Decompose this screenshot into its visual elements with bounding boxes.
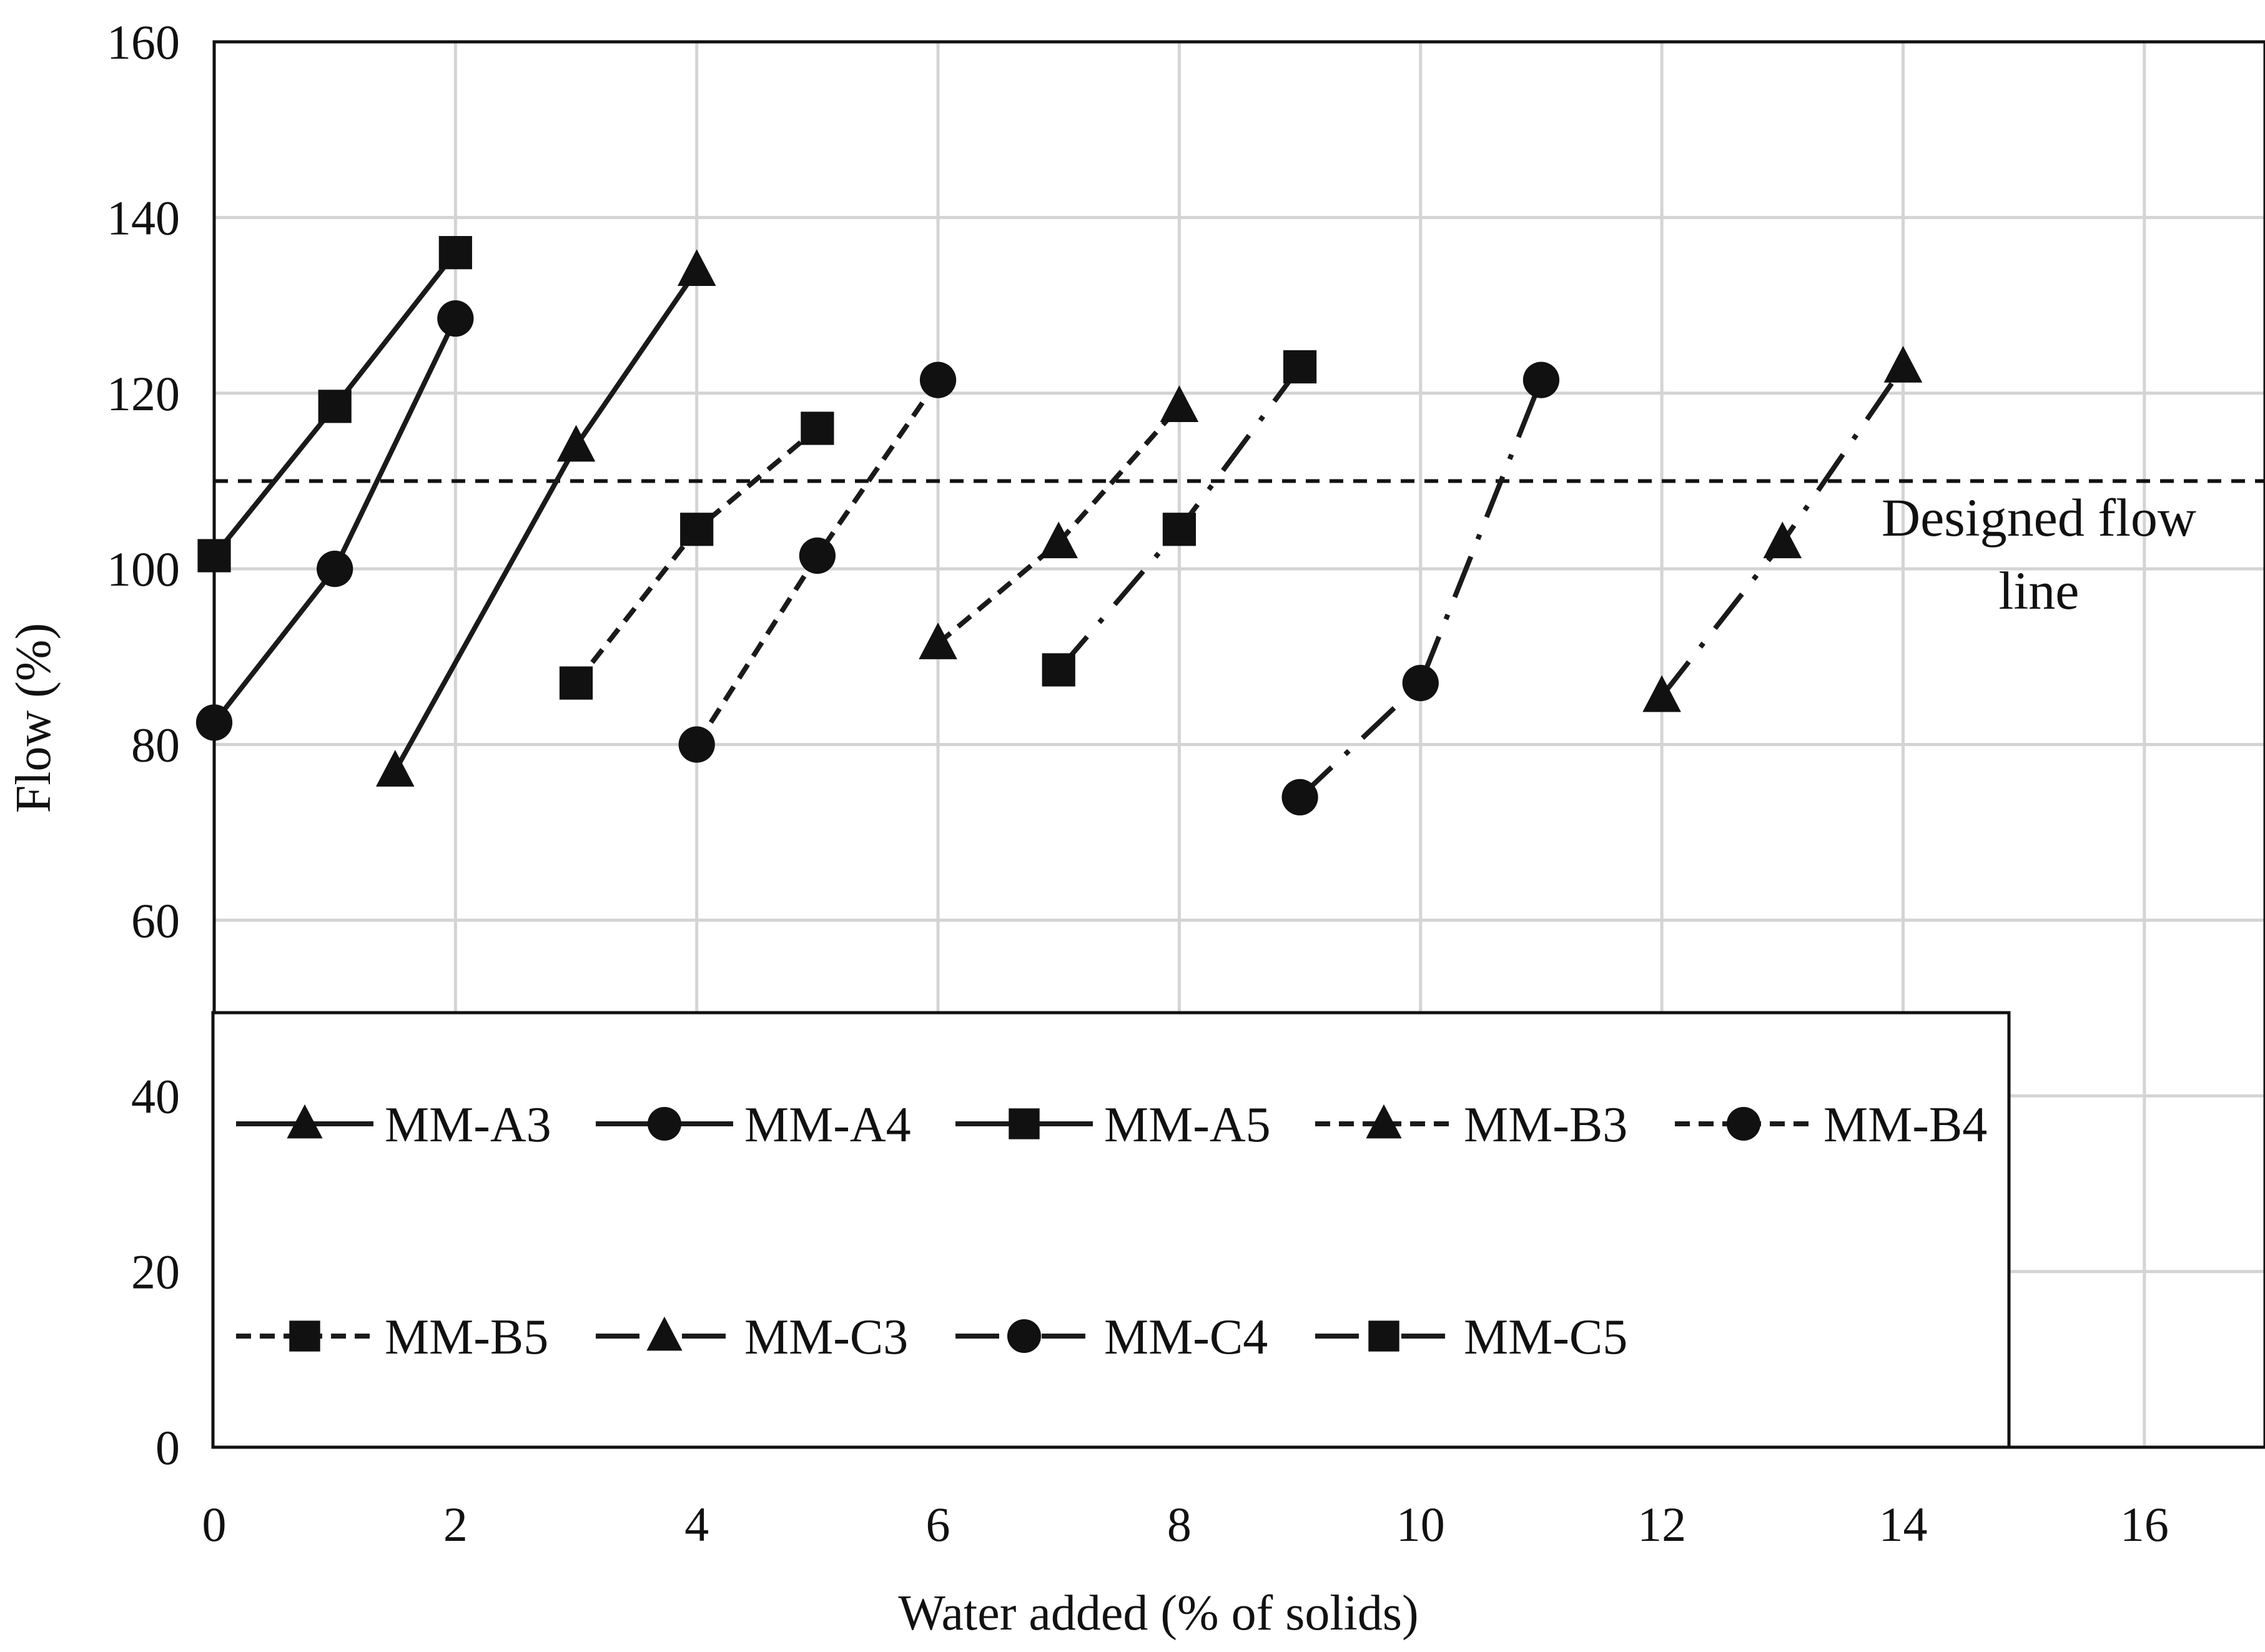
- x-tick-label: 6: [926, 1497, 950, 1551]
- x-tick-label: 0: [202, 1497, 227, 1551]
- legend-label: MM-C3: [744, 1310, 908, 1365]
- legend-item-mm-c5: MM-C5: [1315, 1310, 1627, 1365]
- y-tick-label: 40: [131, 1069, 180, 1123]
- data-point: [801, 411, 834, 445]
- data-point: [559, 666, 593, 700]
- data-point: [919, 361, 957, 398]
- series-mm-b4: [678, 361, 957, 763]
- series-line: [1298, 379, 1544, 799]
- legend-item-mm-a3: MM-A3: [236, 1098, 551, 1153]
- legend: MM-A3 MM-A4 MM-A5 MM-B3 MM-B4 MM-B5 MM-C3 MM-C4…: [211, 1011, 2011, 1449]
- legend-marker: [647, 1106, 682, 1141]
- legend-marker: [1009, 1108, 1040, 1139]
- data-point: [317, 551, 353, 588]
- data-point: [1283, 350, 1317, 384]
- data-point: [375, 750, 415, 787]
- legend-item-mm-b4: MM-B4: [1675, 1098, 1987, 1153]
- data-point: [1160, 385, 1199, 423]
- x-tick-label: 8: [1167, 1497, 1192, 1551]
- legend-marker: [287, 1104, 323, 1139]
- legend-label: MM-C5: [1464, 1310, 1627, 1365]
- designed-flow-label-line2: line: [1999, 561, 2080, 621]
- legend-item-mm-a5: MM-A5: [955, 1098, 1271, 1153]
- legend-marker: [646, 1316, 683, 1351]
- legend-label: MM-C4: [1104, 1310, 1268, 1365]
- x-tick-label: 10: [1396, 1497, 1445, 1551]
- data-point: [680, 513, 714, 546]
- y-axis-title: Flow (%): [6, 623, 61, 813]
- series-mm-c4: [1281, 361, 1560, 816]
- data-point: [677, 249, 716, 286]
- data-point: [556, 425, 596, 462]
- series-mm-c5: [1042, 350, 1317, 687]
- series-mm-b5: [559, 411, 834, 700]
- legend-label: MM-B3: [1464, 1098, 1627, 1153]
- legend-label: MM-A5: [1104, 1098, 1271, 1153]
- data-point: [1042, 653, 1075, 687]
- data-point: [318, 390, 352, 423]
- data-point: [1162, 513, 1197, 546]
- data-point: [1883, 345, 1923, 383]
- legend-item-mm-a4: MM-A4: [596, 1098, 911, 1153]
- y-tick-label: 140: [107, 190, 180, 245]
- x-tick-label: 14: [1878, 1497, 1927, 1551]
- series-mm-c3: [1642, 345, 1923, 712]
- x-tick-label: 2: [443, 1497, 468, 1551]
- series-mm-a4: [195, 300, 474, 741]
- legend-marker: [289, 1320, 320, 1352]
- series-mm-b3: [919, 385, 1199, 659]
- x-tick-label: 4: [684, 1497, 709, 1551]
- legend-marker: [1726, 1106, 1761, 1141]
- y-tick-label: 100: [107, 542, 180, 596]
- data-point: [438, 236, 472, 270]
- data-point: [1039, 521, 1078, 559]
- data-point: [1522, 361, 1560, 398]
- x-tick-label: 16: [2120, 1497, 2169, 1551]
- series-group: [195, 236, 1923, 816]
- legend-marker: [1366, 1104, 1402, 1139]
- legend-label: MM-B5: [385, 1310, 548, 1365]
- legend-item-mm-c4: MM-C4: [955, 1310, 1268, 1365]
- data-point: [1763, 521, 1802, 559]
- legend-item-mm-b3: MM-B3: [1315, 1098, 1627, 1153]
- y-tick-label: 160: [107, 15, 180, 69]
- data-point: [799, 537, 836, 574]
- y-tick-label: 80: [131, 718, 180, 772]
- x-tick-label: 12: [1637, 1497, 1686, 1551]
- legend-marker: [1368, 1320, 1399, 1352]
- series-mm-a3: [375, 249, 716, 787]
- legend-marker: [1007, 1319, 1042, 1354]
- legend-item-mm-b5: MM-B5: [236, 1310, 548, 1365]
- legend-item-mm-c3: MM-C3: [596, 1310, 908, 1365]
- data-point: [919, 622, 957, 659]
- data-point: [678, 726, 715, 763]
- y-tick-label: 20: [131, 1245, 180, 1299]
- legend-box: [211, 1011, 2011, 1449]
- y-tick-label: 60: [131, 893, 180, 948]
- legend-label: MM-A3: [385, 1098, 551, 1153]
- data-point: [1642, 675, 1681, 712]
- data-point: [1281, 779, 1318, 816]
- designed-flow-label-line1: Designed flow: [1882, 488, 2196, 548]
- series-line: [212, 317, 458, 724]
- series-mm-a5: [197, 236, 472, 573]
- y-tick-label: 120: [107, 366, 180, 421]
- y-tick-label: 0: [155, 1420, 180, 1475]
- data-point: [437, 300, 474, 337]
- data-point: [1402, 664, 1439, 702]
- legend-label: MM-B4: [1823, 1098, 1987, 1153]
- x-axis-title: Water added (% of solids): [898, 1586, 1418, 1641]
- legend-label: MM-A4: [744, 1098, 911, 1153]
